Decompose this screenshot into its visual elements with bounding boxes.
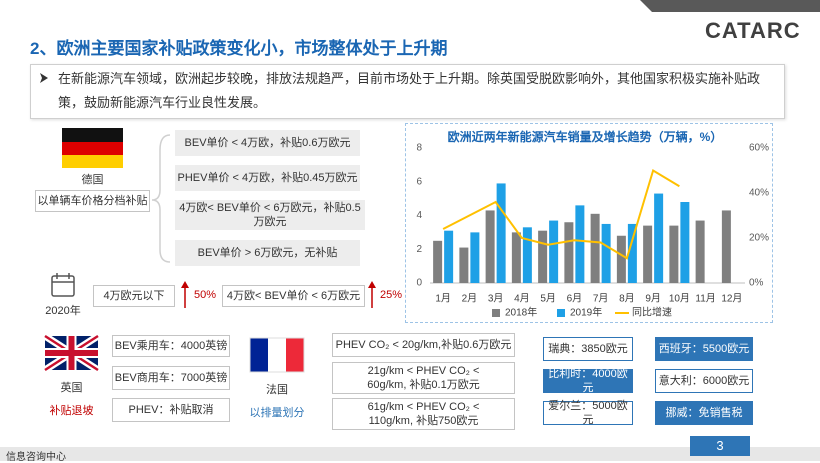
- country-subsidy: 比利时：4000欧元: [543, 368, 633, 394]
- rule: PHEV CO₂ < 20g/km,补贴0.6万欧元: [332, 333, 515, 357]
- rate: 25%: [380, 289, 403, 301]
- bar: [538, 230, 548, 283]
- bar: [643, 225, 653, 283]
- y-tick-label: 2: [416, 244, 422, 255]
- country-name: 法国: [266, 384, 288, 396]
- y2-tick-label: 0%: [749, 278, 764, 289]
- y2-tick-label: 40%: [749, 188, 769, 199]
- bar: [496, 183, 506, 283]
- bar: [485, 210, 495, 283]
- bar: [669, 225, 679, 283]
- legend-swatch: [557, 309, 565, 317]
- scheme: 以单辆车价格分档补贴: [35, 190, 150, 212]
- bar: [459, 247, 469, 283]
- country-note: 补贴退坡: [49, 405, 94, 417]
- logo: CATARC: [705, 18, 801, 43]
- x-tick-label: 7月: [593, 293, 609, 305]
- bar: [590, 213, 600, 283]
- bar: [511, 232, 521, 283]
- x-tick-label: 9月: [645, 293, 661, 305]
- bar: [616, 235, 626, 283]
- x-tick-label: 12月: [721, 293, 742, 305]
- year: 2020年: [45, 305, 81, 317]
- page-number: 3: [690, 436, 750, 456]
- bar: [575, 205, 585, 283]
- country-name: 英国: [60, 382, 83, 394]
- y-tick-label: 6: [416, 176, 422, 187]
- y2-tick-label: 20%: [749, 233, 769, 244]
- rate: 50%: [194, 289, 217, 301]
- x-tick-label: 8月: [619, 293, 635, 305]
- rule: 4万欧< BEV单价 < 6万欧元，补贴0.5万欧元: [175, 200, 365, 230]
- x-tick-label: 2月: [462, 293, 478, 305]
- country-subsidy: 西班牙：5500欧元: [655, 337, 753, 361]
- x-tick-label: 4月: [514, 293, 530, 305]
- rule: BEV单价 > 6万欧元，无补贴: [175, 240, 360, 266]
- y-tick-label: 8: [416, 143, 422, 154]
- bar: [601, 223, 611, 283]
- x-tick-label: 3月: [488, 293, 504, 305]
- bar: [549, 220, 559, 283]
- y-tick-label: 0: [416, 278, 422, 289]
- bar: [627, 223, 637, 283]
- chart-title: 欧洲近两年新能源汽车销量及增长趋势（万辆，%）: [448, 129, 723, 144]
- bar: [470, 232, 480, 283]
- rule: PHEV：补贴取消: [112, 398, 230, 422]
- bar: [721, 210, 731, 283]
- legend-label: 2019年: [570, 306, 602, 319]
- rule: BEV单价 < 4万欧，补贴0.6万欧元: [175, 130, 360, 156]
- bar: [522, 227, 532, 283]
- rule: BEV乘用车：4000英镑: [112, 335, 230, 357]
- bar: [654, 193, 664, 283]
- footer-org: 信息咨询中心: [6, 452, 66, 463]
- country-note: 以排量划分: [249, 407, 305, 419]
- title: 2、欧洲主要国家补贴政策变化小，市场整体处于上升期: [30, 39, 448, 58]
- country-subsidy: 挪威：免销售税: [655, 401, 753, 425]
- legend-label: 2018年: [505, 306, 537, 319]
- x-tick-label: 1月: [435, 293, 451, 305]
- y2-tick-label: 60%: [749, 143, 769, 154]
- line: [442, 168, 680, 260]
- x-tick-label: 10月: [669, 293, 690, 305]
- bar: [564, 222, 574, 283]
- bar: [444, 230, 454, 283]
- price-range: 4万欧< BEV单价 < 6万欧元: [222, 285, 365, 307]
- bar: [433, 240, 443, 283]
- legend-swatch: [492, 309, 500, 317]
- rule: BEV商用车：7000英镑: [112, 366, 230, 390]
- country-subsidy: 瑞典：3850欧元: [543, 337, 633, 361]
- x-tick-label: 11月: [695, 293, 715, 305]
- x-tick-label: 6月: [567, 293, 583, 305]
- country-subsidy: 爱尔兰：5000欧元: [543, 400, 633, 426]
- bar: [695, 220, 705, 283]
- intro-text: 在新能源汽车领域，欧洲起步较晚，排放法规趋严，目前市场处于上升期。除英国受脱欧影…: [58, 71, 761, 110]
- rule: PHEV单价 < 4万欧，补贴0.45万欧元: [175, 165, 360, 191]
- country-name: 德国: [81, 174, 104, 186]
- bar: [680, 202, 690, 283]
- x-tick-label: 5月: [540, 293, 556, 305]
- legend-label: 同比增速: [632, 306, 672, 319]
- rule: 21g/km < PHEV CO₂ < 60g/km, 补贴0.1万欧元: [332, 362, 515, 394]
- y-tick-label: 4: [416, 210, 422, 221]
- rule: 61g/km < PHEV CO₂ < 110g/km, 补贴750欧元: [332, 398, 515, 430]
- chart: 欧洲近两年新能源汽车销量及增长趋势（万辆，%） 0 2 4 6 8 0% 20% 40% 60%…: [416, 129, 769, 319]
- price-range: 4万欧元以下: [93, 285, 175, 307]
- country-subsidy: 意大利：6000欧元: [655, 369, 753, 393]
